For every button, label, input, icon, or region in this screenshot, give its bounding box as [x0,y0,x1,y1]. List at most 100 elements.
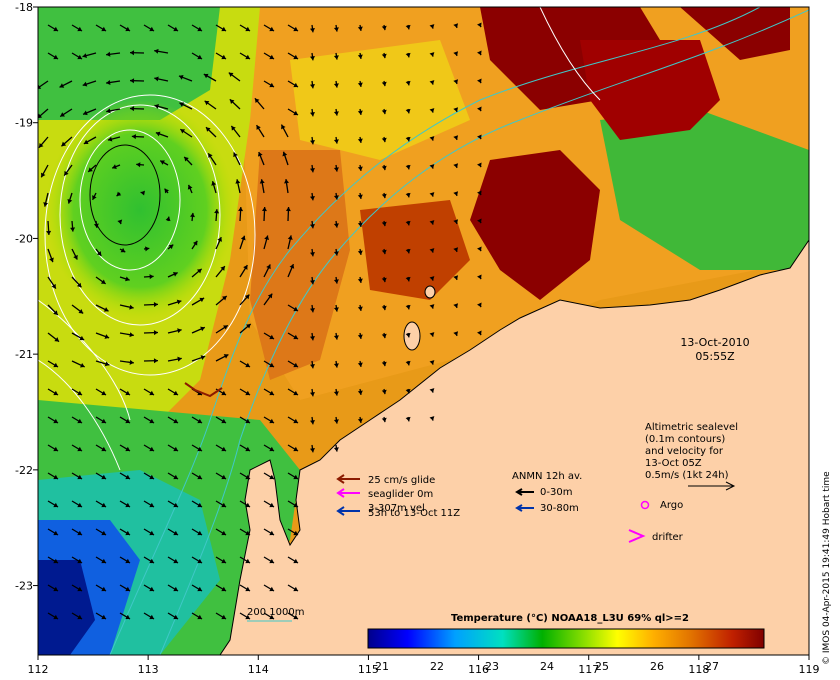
velocity-arrowhead [149,418,154,424]
velocity-arrowhead [76,282,82,288]
velocity-arrowhead [405,220,411,226]
velocity-arrowhead [164,188,170,194]
velocity-arrowhead [197,54,202,60]
velocity-arrowhead [309,224,315,229]
velocity-arrowhead [429,164,435,169]
velocity-arrowhead [357,110,363,115]
velocity-arrowhead [477,50,482,56]
velocity-arrowhead [429,360,435,365]
velocity-arrowhead [429,24,435,29]
velocity-arrowhead [172,272,178,277]
velocity-arrowhead [77,390,82,396]
velocity-arrowhead [267,293,273,299]
velocity-arrowhead [309,56,315,61]
velocity-arrowhead [405,360,411,366]
velocity-arrowhead [155,131,161,137]
velocity-arrowhead [205,127,211,132]
velocity-arrowhead [82,53,88,59]
velocity-arrowhead [261,207,267,212]
velocity-arrowhead [104,334,110,339]
velocity-arrowhead [269,418,274,424]
velocity-arrowhead [38,84,42,89]
velocity-arrowhead [125,558,130,564]
velocity-arrowhead [149,558,154,564]
velocity-arrowhead [214,209,220,214]
velocity-arrowhead [101,418,106,424]
velocity-arrowhead [178,75,184,80]
velocity-arrowhead [429,192,435,197]
velocity-arrowhead [221,26,226,32]
velocity-arrowhead [381,25,387,31]
velocity-arrowhead [357,250,363,255]
velocity-arrowhead [125,276,130,282]
anmn-legend-label: 30-80m [540,503,579,514]
velocity-arrowhead [149,474,154,480]
velocity-arrowhead [51,283,56,289]
sst-darkblue-sw [38,560,95,655]
velocity-arrowhead [293,110,298,116]
velocity-arrowhead [149,26,154,32]
velocity-arrowhead [149,614,154,620]
velocity-arrowhead [217,237,222,242]
velocity-arrowhead [129,359,134,365]
velocity-arrowhead [73,254,78,260]
velocity-arrowhead [269,334,274,340]
velocity-arrowhead [357,334,363,339]
velocity-arrowhead [309,364,315,369]
velocity-arrowhead [221,54,226,60]
velocity-arrowhead [101,474,106,480]
velocity-arrowhead [293,418,298,424]
velocity-arrowhead [309,280,315,285]
velocity-arrowhead [333,139,339,144]
altimetry-line: (0.1m contours) [645,434,725,445]
velocity-arrowhead [429,416,435,421]
velocity-arrowhead [221,586,226,592]
sst-warm-ne [680,7,790,60]
velocity-arrowhead [96,251,102,256]
velocity-arrowhead [177,328,182,334]
velocity-arrowhead [101,586,106,592]
velocity-arrowhead [197,586,202,592]
glider-legend-label: 25 cm/s glide [368,475,435,486]
velocity-arrowhead [429,332,435,337]
velocity-arrowhead [223,354,229,359]
velocity-arrowhead [293,26,298,32]
velocity-arrowhead [197,390,202,396]
velocity-arrowhead [231,125,236,131]
velocity-arrowhead [381,109,387,115]
velocity-arrowhead [136,162,141,168]
lat-axis: -18 -19 -20 -21 -22 -23 [15,1,38,593]
velocity-arrowhead [59,83,65,88]
velocity-arrowhead [381,417,387,423]
velocity-arrowhead [221,558,226,564]
velocity-arrowhead [287,235,293,240]
velocity-arrowhead [245,614,250,620]
velocity-arrowhead [154,104,159,109]
velocity-arrowhead [83,110,88,116]
velocity-arrowhead [333,55,339,60]
velocity-arrowhead [429,80,435,85]
velocity-arrowhead [477,22,482,28]
velocity-arrowhead [197,26,202,32]
velocity-arrowhead [381,81,387,87]
colorbar-tick-label: 23 [485,660,499,673]
velocity-arrowhead [101,530,106,536]
velocity-arrowhead [92,195,97,200]
velocity-arrowhead [269,614,274,620]
velocity-arrowhead [477,302,482,308]
lat-tick-label: -20 [15,232,33,245]
velocity-arrowhead [53,614,58,620]
velocity-arrowhead [184,156,189,162]
velocity-arrowhead [381,361,387,367]
velocity-arrowhead [381,277,387,283]
colorbar [367,628,765,649]
velocity-arrowhead [284,179,290,184]
velocity-arrowhead [165,216,171,222]
velocity-arrowhead [129,332,134,338]
velocity-arrowhead [245,446,250,452]
sst-field [38,7,809,655]
velocity-arrowhead [173,390,178,396]
island [403,321,421,351]
velocity-arrowhead [429,276,435,281]
